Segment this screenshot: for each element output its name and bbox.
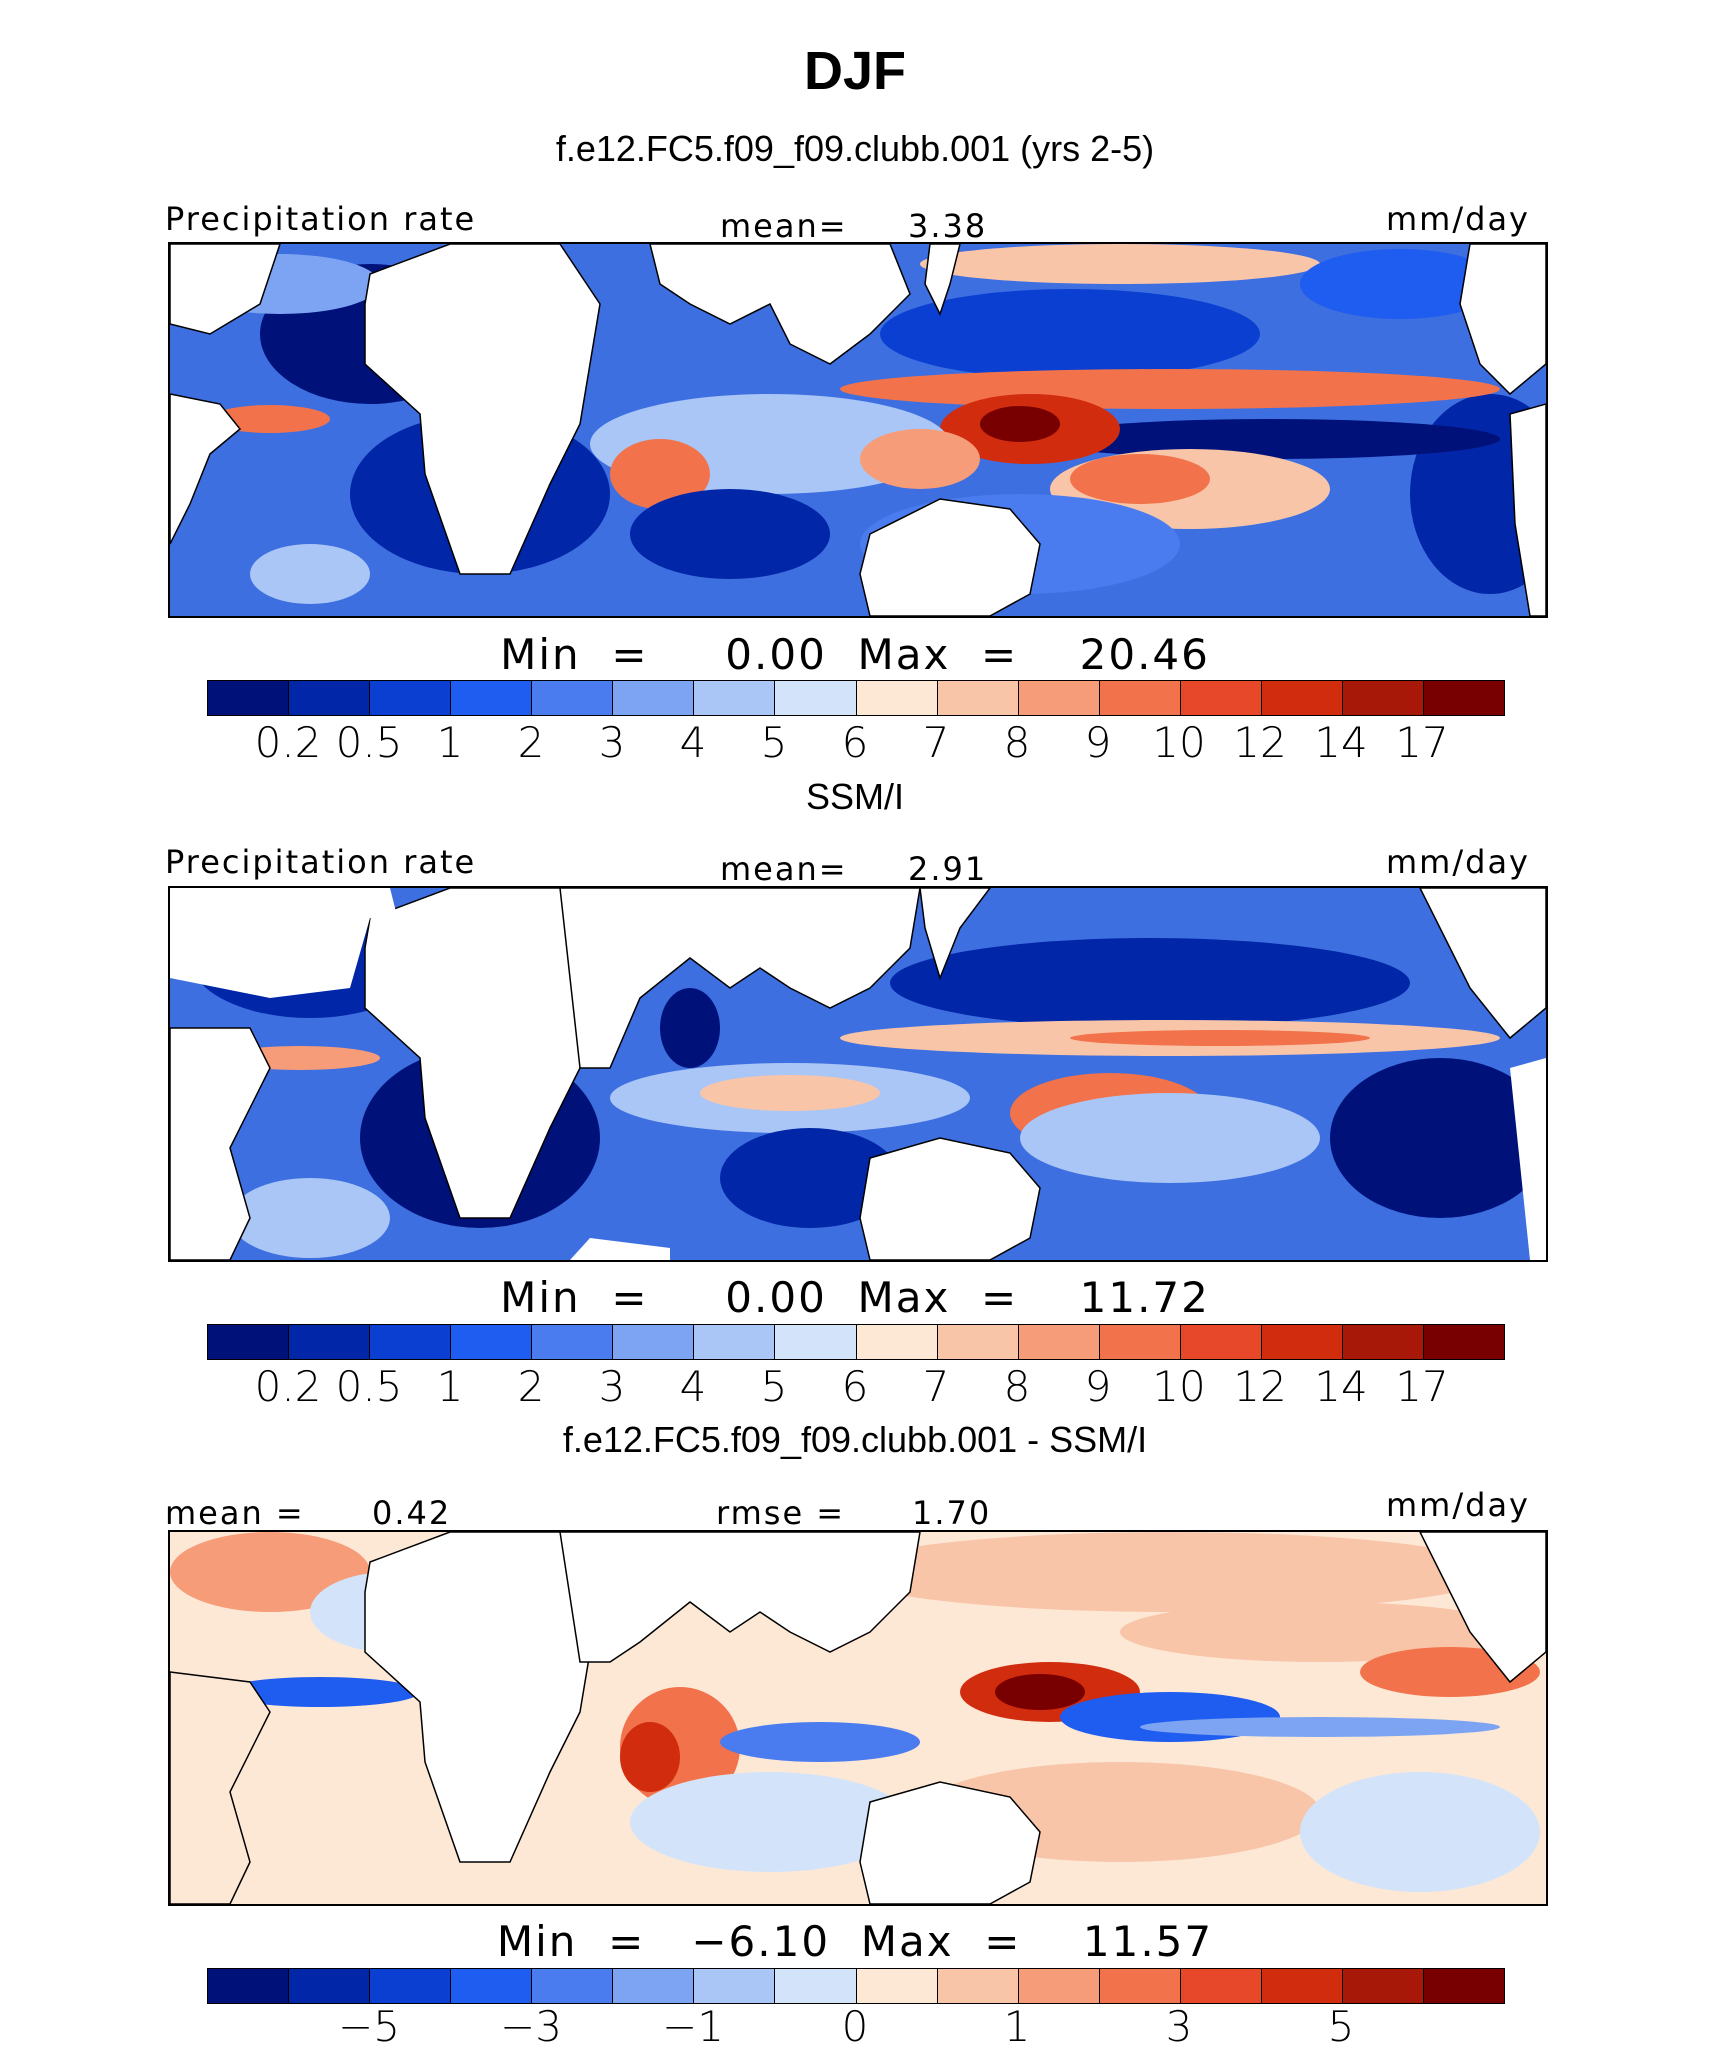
- tick-label: 5: [760, 1362, 788, 1411]
- panel1-colorbar: [207, 680, 1505, 716]
- tick-label: 6: [841, 718, 869, 767]
- panel1-mean-label: mean=: [720, 207, 848, 245]
- tick-label: 14: [1314, 1362, 1368, 1411]
- panel3-colorbar-ticks: −5 −3 −1 0 1 3 5: [207, 2002, 1503, 2052]
- tick-label: 9: [1084, 718, 1112, 767]
- tick-label: 1: [436, 1362, 464, 1411]
- tick-label: 0.2: [254, 718, 322, 767]
- panel1-map: [168, 242, 1548, 618]
- tick-label: 3: [598, 1362, 626, 1411]
- tick-label: 10: [1152, 718, 1206, 767]
- panel1-subtitle: f.e12.FC5.f09_f09.clubb.001 (yrs 2-5): [555, 128, 1155, 169]
- panel3-colorbar: [207, 1968, 1505, 2004]
- tick-label: 12: [1233, 718, 1287, 767]
- page-title: DJF: [803, 41, 906, 101]
- tick-label: 8: [1003, 718, 1031, 767]
- tick-label: 6: [841, 1362, 869, 1411]
- tick-label: 1: [1003, 2002, 1031, 2051]
- panel2-units: mm/day: [1386, 843, 1530, 881]
- tick-label: 3: [1165, 2002, 1193, 2051]
- tick-label: −5: [338, 2002, 400, 2051]
- tick-label: 8: [1003, 1362, 1031, 1411]
- tick-label: 14: [1314, 718, 1368, 767]
- panel2-variable-label: Precipitation rate: [165, 843, 477, 881]
- tick-label: 9: [1084, 1362, 1112, 1411]
- tick-label: 5: [760, 718, 788, 767]
- tick-label: −1: [662, 2002, 724, 2051]
- panel1-mean-value: 3.38: [908, 207, 988, 245]
- panel1-units: mm/day: [1386, 200, 1530, 238]
- panel2-mean-label: mean=: [720, 850, 848, 888]
- tick-label: 7: [922, 1362, 950, 1411]
- tick-label: 17: [1395, 1362, 1449, 1411]
- panel3-rmse-value: 1.70: [912, 1494, 992, 1532]
- panel3-mean-label: mean =: [165, 1494, 305, 1532]
- tick-label: −3: [500, 2002, 562, 2051]
- panel2-colorbar-ticks: 0.2 0.5 1 2 3 4 5 6 7 8 9 10 12 14 17: [207, 1362, 1503, 1412]
- panel3-mean-value: 0.42: [372, 1494, 452, 1532]
- tick-label: 0.5: [335, 1362, 403, 1411]
- panel2-mean-value: 2.91: [908, 850, 988, 888]
- tick-label: 4: [679, 718, 707, 767]
- tick-label: 17: [1395, 718, 1449, 767]
- tick-label: 5: [1327, 2002, 1355, 2051]
- panel3-units: mm/day: [1386, 1486, 1530, 1524]
- panel1-min-max: Min = 0.00 Max = 20.46: [500, 630, 1210, 679]
- tick-label: 3: [598, 718, 626, 767]
- panel2-colorbar: [207, 1324, 1505, 1360]
- tick-label: 7: [922, 718, 950, 767]
- panel2-min-max: Min = 0.00 Max = 11.72: [500, 1273, 1210, 1322]
- panel3-map: [168, 1530, 1548, 1906]
- panel1-colorbar-ticks: 0.2 0.5 1 2 3 4 5 6 7 8 9 10 12 14 17: [207, 718, 1503, 768]
- panel2-subtitle: SSM/I: [805, 776, 904, 817]
- panel3-min-max: Min = −6.10 Max = 11.57: [496, 1917, 1214, 1966]
- tick-label: 2: [517, 718, 545, 767]
- panel1-variable-label: Precipitation rate: [165, 200, 477, 238]
- tick-label: 2: [517, 1362, 545, 1411]
- tick-label: 1: [436, 718, 464, 767]
- tick-label: 0.2: [254, 1362, 322, 1411]
- panel2-map: [168, 886, 1548, 1262]
- panel3-subtitle: f.e12.FC5.f09_f09.clubb.001 - SSM/I: [562, 1419, 1148, 1460]
- tick-label: 12: [1233, 1362, 1287, 1411]
- tick-label: 10: [1152, 1362, 1206, 1411]
- tick-label: 0.5: [335, 718, 403, 767]
- tick-label: 0: [841, 2002, 869, 2051]
- panel3-rmse-label: rmse =: [716, 1494, 846, 1532]
- tick-label: 4: [679, 1362, 707, 1411]
